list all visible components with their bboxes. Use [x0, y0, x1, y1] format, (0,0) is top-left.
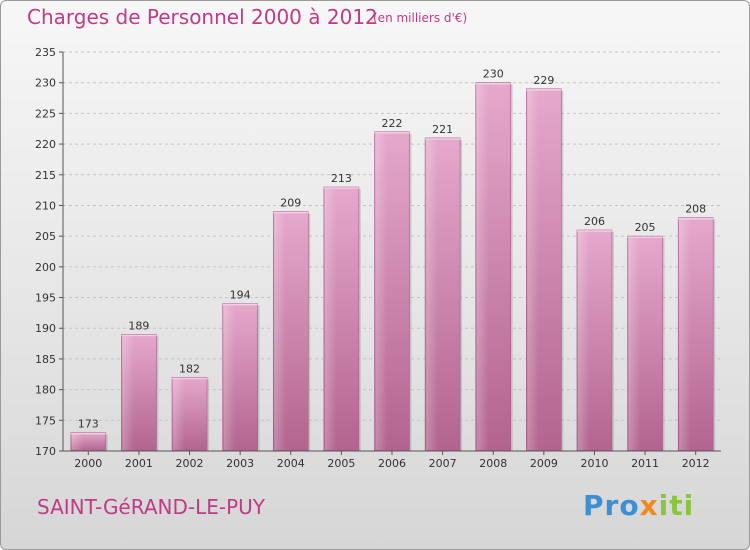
- x-tick-label: 2001: [125, 457, 153, 470]
- y-tick-label: 230: [35, 77, 56, 90]
- y-tick-label: 220: [35, 138, 56, 151]
- y-tick-label: 195: [35, 292, 56, 305]
- value-label: 208: [685, 203, 706, 216]
- bar-highlight: [476, 83, 489, 450]
- value-label: 206: [584, 215, 605, 228]
- value-label: 230: [483, 68, 504, 81]
- value-label: 173: [78, 418, 99, 431]
- bar-highlight: [375, 132, 388, 451]
- bar-highlight: [71, 433, 84, 450]
- value-label: 229: [533, 74, 554, 87]
- bar-highlight: [274, 212, 286, 450]
- y-tick-label: 185: [35, 353, 56, 366]
- y-tick-label: 175: [35, 414, 56, 427]
- bars: 173 189 182 194 209 213 222 221 230 229 206 205 208: [70, 68, 716, 452]
- x-tick-label: 2009: [530, 457, 558, 470]
- axes: 170 175 180 185 190 195 200 205 210 215 220 225 230 2…: [35, 46, 721, 470]
- bar-highlight: [324, 188, 337, 451]
- x-tick-label: 2002: [176, 457, 204, 470]
- bar-highlight: [223, 304, 236, 450]
- brand-part-2: x: [639, 489, 659, 522]
- x-tick-label: 2000: [74, 457, 102, 470]
- x-tick-label: 2003: [226, 457, 254, 470]
- x-tick-label: 2006: [378, 457, 406, 470]
- bar-highlight: [679, 218, 691, 450]
- x-tick-label: 2005: [327, 457, 355, 470]
- bar-highlight: [628, 237, 641, 450]
- bar-highlight: [426, 138, 438, 450]
- x-tick-label: 2010: [580, 457, 608, 470]
- y-tick-label: 235: [35, 46, 56, 59]
- x-tick-label: 2011: [631, 457, 659, 470]
- bar-highlight: [122, 335, 135, 450]
- y-tick-label: 180: [35, 384, 56, 397]
- bar-highlight: [527, 89, 540, 450]
- brand-part-3: iti: [658, 489, 695, 522]
- value-label: 189: [128, 319, 149, 332]
- y-tick-label: 215: [35, 169, 56, 182]
- brand-part-1: Pro: [583, 489, 640, 522]
- y-tick-label: 170: [35, 445, 56, 458]
- y-tick-label: 190: [35, 322, 56, 335]
- value-label: 209: [280, 197, 301, 210]
- x-tick-label: 2012: [682, 457, 710, 470]
- brand-logo: Proxiti: [583, 489, 694, 522]
- value-label: 194: [230, 289, 251, 302]
- unit-note: (en milliers d'€): [373, 11, 468, 25]
- x-tick-label: 2007: [429, 457, 457, 470]
- bar-highlight: [173, 378, 185, 450]
- location-label: SAINT-GéRAND-LE-PUY: [37, 495, 265, 519]
- value-label: 222: [382, 117, 403, 130]
- chart-title: Charges de Personnel 2000 à 2012: [27, 5, 378, 29]
- value-label: 205: [635, 221, 656, 234]
- x-tick-label: 2004: [277, 457, 305, 470]
- y-tick-label: 200: [35, 261, 56, 274]
- value-label: 182: [179, 362, 200, 375]
- y-tick-label: 225: [35, 107, 56, 120]
- y-tick-label: 210: [35, 199, 56, 212]
- y-tick-label: 205: [35, 230, 56, 243]
- bar-highlight: [577, 231, 590, 450]
- value-label: 213: [331, 172, 352, 185]
- x-tick-label: 2008: [479, 457, 507, 470]
- value-label: 221: [432, 123, 453, 136]
